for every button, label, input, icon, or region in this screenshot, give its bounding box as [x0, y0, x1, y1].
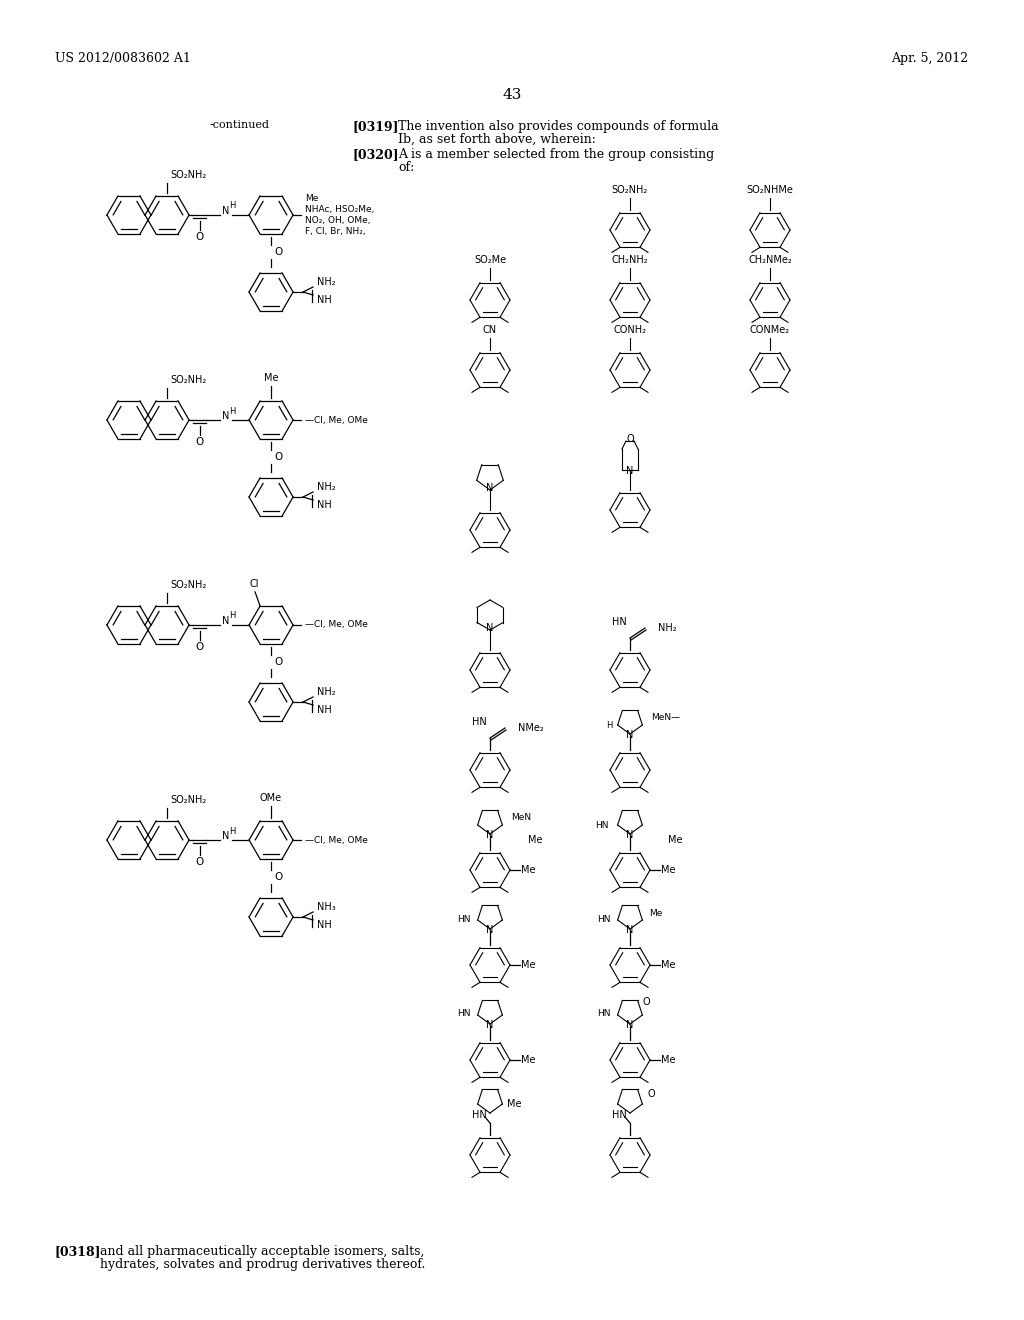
- Text: N: N: [222, 832, 229, 841]
- Text: F, Cl, Br, NH₂,: F, Cl, Br, NH₂,: [305, 227, 366, 236]
- Text: NH₂: NH₂: [317, 686, 336, 697]
- Text: OMe: OMe: [260, 793, 283, 803]
- Text: The invention also provides compounds of formula: The invention also provides compounds of…: [398, 120, 719, 133]
- Text: SO₂NHMe: SO₂NHMe: [746, 185, 794, 195]
- Text: Me: Me: [527, 836, 543, 845]
- Text: Me: Me: [521, 960, 536, 970]
- Text: CN: CN: [483, 325, 497, 335]
- Text: H: H: [606, 721, 612, 730]
- Text: CONMe₂: CONMe₂: [750, 325, 791, 335]
- Text: A is a member selected from the group consisting: A is a member selected from the group co…: [398, 148, 715, 161]
- Text: Me: Me: [660, 865, 675, 875]
- Text: US 2012/0083602 A1: US 2012/0083602 A1: [55, 51, 190, 65]
- Text: HN: HN: [458, 915, 471, 924]
- Text: N: N: [627, 466, 634, 477]
- Text: N: N: [627, 730, 634, 741]
- Text: Me: Me: [660, 1055, 675, 1065]
- Text: Me: Me: [305, 194, 318, 203]
- Text: CH₂NMe₂: CH₂NMe₂: [749, 255, 792, 265]
- Text: N: N: [222, 616, 229, 626]
- Text: Cl: Cl: [249, 579, 259, 589]
- Text: SO₂Me: SO₂Me: [474, 255, 506, 265]
- Text: N: N: [627, 1020, 634, 1030]
- Text: hydrates, solvates and prodrug derivatives thereof.: hydrates, solvates and prodrug derivativ…: [100, 1258, 425, 1271]
- Text: O: O: [196, 232, 204, 242]
- Text: Me: Me: [507, 1100, 521, 1109]
- Text: HN: HN: [472, 1110, 486, 1119]
- Text: N: N: [222, 411, 229, 421]
- Text: H: H: [229, 826, 236, 836]
- Text: [0318]: [0318]: [55, 1245, 101, 1258]
- Text: H: H: [229, 407, 236, 416]
- Text: O: O: [196, 437, 204, 447]
- Text: NH: NH: [317, 294, 332, 305]
- Text: Me: Me: [649, 908, 663, 917]
- Text: SO₂NH₂: SO₂NH₂: [170, 375, 206, 385]
- Text: SO₂NH₂: SO₂NH₂: [612, 185, 648, 195]
- Text: NH₃: NH₃: [317, 902, 336, 912]
- Text: N: N: [486, 830, 494, 840]
- Text: N: N: [486, 925, 494, 935]
- Text: NHAc, HSO₂Me,: NHAc, HSO₂Me,: [305, 205, 375, 214]
- Text: HN: HN: [458, 1010, 471, 1019]
- Text: NH: NH: [317, 500, 332, 510]
- Text: NO₂, OH, OMe,: NO₂, OH, OMe,: [305, 216, 371, 224]
- Text: O: O: [274, 247, 283, 257]
- Text: MeN—: MeN—: [651, 713, 680, 722]
- Text: —Cl, Me, OMe: —Cl, Me, OMe: [305, 836, 368, 845]
- Text: O: O: [274, 657, 283, 667]
- Text: CH₂NH₂: CH₂NH₂: [611, 255, 648, 265]
- Text: O: O: [647, 1089, 654, 1100]
- Text: O: O: [274, 451, 283, 462]
- Text: H: H: [229, 611, 236, 620]
- Text: N: N: [486, 1020, 494, 1030]
- Text: [0320]: [0320]: [352, 148, 398, 161]
- Text: NH: NH: [317, 920, 332, 931]
- Text: HN: HN: [612, 616, 627, 627]
- Text: N: N: [627, 925, 634, 935]
- Text: -continued: -continued: [210, 120, 270, 129]
- Text: HN: HN: [612, 1110, 627, 1119]
- Text: NH₂: NH₂: [658, 623, 677, 634]
- Text: and all pharmaceutically acceptable isomers, salts,: and all pharmaceutically acceptable isom…: [100, 1245, 424, 1258]
- Text: HN: HN: [597, 915, 611, 924]
- Text: NH₂: NH₂: [317, 277, 336, 286]
- Text: SO₂NH₂: SO₂NH₂: [170, 579, 206, 590]
- Text: O: O: [627, 434, 634, 444]
- Text: O: O: [196, 857, 204, 867]
- Text: Ib, as set forth above, wherein:: Ib, as set forth above, wherein:: [398, 133, 596, 147]
- Text: SO₂NH₂: SO₂NH₂: [170, 795, 206, 805]
- Text: NMe₂: NMe₂: [518, 723, 544, 733]
- Text: Me: Me: [264, 374, 279, 383]
- Text: HN: HN: [597, 1010, 611, 1019]
- Text: N: N: [486, 623, 494, 634]
- Text: —Cl, Me, OMe: —Cl, Me, OMe: [305, 620, 368, 630]
- Text: of:: of:: [398, 161, 415, 174]
- Text: H: H: [229, 202, 236, 210]
- Text: O: O: [642, 997, 650, 1007]
- Text: [0319]: [0319]: [352, 120, 398, 133]
- Text: Me: Me: [668, 836, 682, 845]
- Text: Me: Me: [521, 1055, 536, 1065]
- Text: Apr. 5, 2012: Apr. 5, 2012: [891, 51, 968, 65]
- Text: HN: HN: [472, 717, 486, 727]
- Text: —Cl, Me, OMe: —Cl, Me, OMe: [305, 416, 368, 425]
- Text: NH: NH: [317, 705, 332, 715]
- Text: MeN: MeN: [511, 813, 531, 821]
- Text: Me: Me: [660, 960, 675, 970]
- Text: N: N: [627, 830, 634, 840]
- Text: N: N: [486, 483, 494, 492]
- Text: CONH₂: CONH₂: [613, 325, 646, 335]
- Text: Me: Me: [521, 865, 536, 875]
- Text: 43: 43: [503, 88, 521, 102]
- Text: O: O: [274, 873, 283, 882]
- Text: SO₂NH₂: SO₂NH₂: [170, 170, 206, 180]
- Text: NH₂: NH₂: [317, 482, 336, 492]
- Text: N: N: [222, 206, 229, 216]
- Text: HN: HN: [596, 821, 609, 829]
- Text: O: O: [196, 642, 204, 652]
